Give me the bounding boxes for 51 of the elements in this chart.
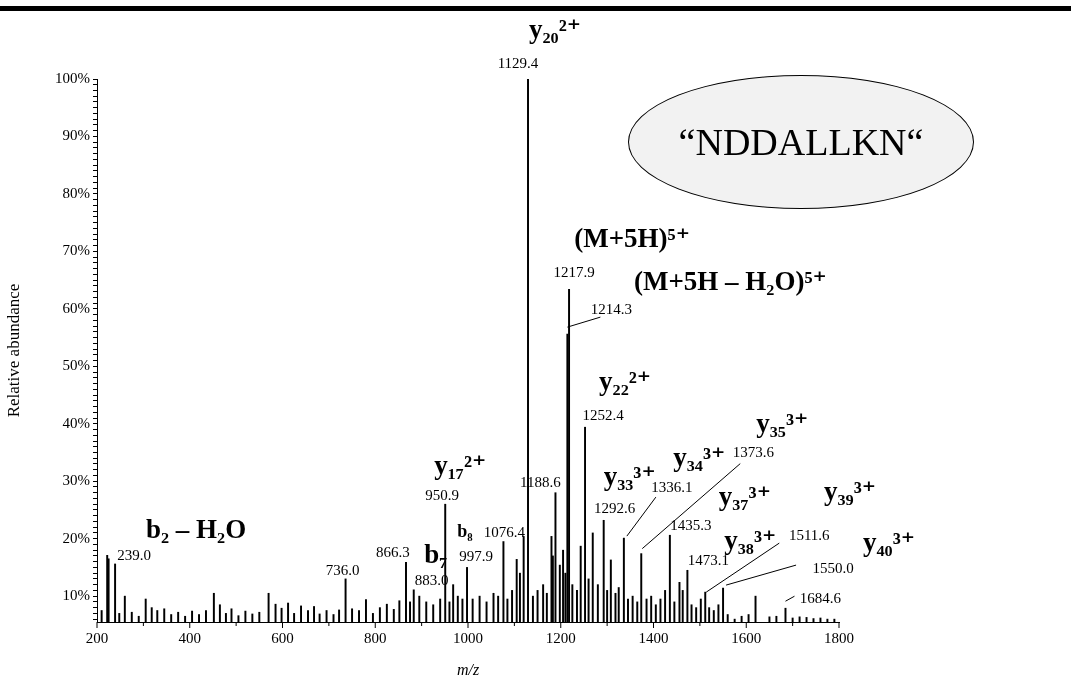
x-tick-label: 1800: [824, 629, 854, 646]
x-tick-label: 200: [85, 629, 109, 646]
x-tick-label: 1200: [545, 629, 576, 646]
annotation: 239.0: [117, 546, 151, 563]
x-tick-label: 1600: [731, 629, 762, 646]
annotation: 950.9: [425, 487, 460, 504]
y-tick-label: 30%: [62, 472, 90, 489]
annotation: 1511.6: [788, 527, 831, 544]
annotation: 736.0: [325, 561, 360, 578]
annotation: 1214.3: [590, 301, 633, 318]
y-tick-label: 60%: [62, 299, 90, 316]
text: y₄₀³⁺: [862, 527, 916, 557]
annotation: y₃₉³⁺: [823, 476, 877, 506]
annotation: 866.3: [376, 544, 410, 561]
annotation: 1684.6: [799, 590, 842, 607]
x-tick-label: 400: [178, 629, 201, 646]
annotation: y₁₇²⁺: [434, 450, 487, 481]
y-tick-label: 90%: [62, 127, 90, 144]
annotation: y₃₇³⁺: [718, 481, 771, 512]
y-tick-label: 40%: [62, 414, 90, 431]
annotation: y₃₄³⁺: [673, 441, 726, 472]
x-tick-label: 800: [364, 629, 387, 646]
annotation: 1129.4: [497, 55, 539, 71]
annotation: y₂₀²⁺: [528, 14, 582, 44]
annotation: y₃₅³⁺: [756, 407, 809, 438]
annotation: 1336.1: [651, 479, 693, 496]
annotation: 1217.9: [553, 264, 595, 281]
annotation: 1076.4: [483, 523, 526, 540]
y-tick-label: 20%: [62, 529, 90, 546]
annotation: 1252.4: [582, 407, 625, 424]
oval-frame: “NDDALLKN“: [628, 75, 974, 209]
annotation: 1550.0: [812, 560, 854, 577]
annotation: (M+5H)⁵⁺: [574, 223, 690, 254]
y-tick-label: 80%: [62, 184, 90, 201]
annotation: b₈: [457, 521, 474, 542]
x-tick-label: 1400: [638, 629, 669, 646]
y-tick-label: 10%: [62, 587, 90, 604]
annotation: y₂₂²⁺: [599, 366, 652, 397]
annotation: 1292.6: [594, 500, 636, 517]
x-tick-label: 600: [271, 629, 294, 646]
annotation: 1373.6: [732, 443, 775, 460]
annotation: 997.9: [459, 548, 493, 565]
x-tick-label: 1000: [453, 629, 483, 646]
annotation: 1435.3: [670, 517, 712, 534]
y-tick-label: 100%: [55, 69, 90, 86]
y-axis-title: Relative abundance: [3, 283, 23, 418]
y-tick-label: 70%: [62, 242, 90, 259]
x-axis-title: m/z: [456, 660, 480, 678]
annotation: (M+5H – H₂O)⁵⁺: [633, 266, 827, 297]
y-tick-label: 50%: [62, 357, 90, 374]
annotation: b₂ – H₂O: [145, 513, 247, 544]
